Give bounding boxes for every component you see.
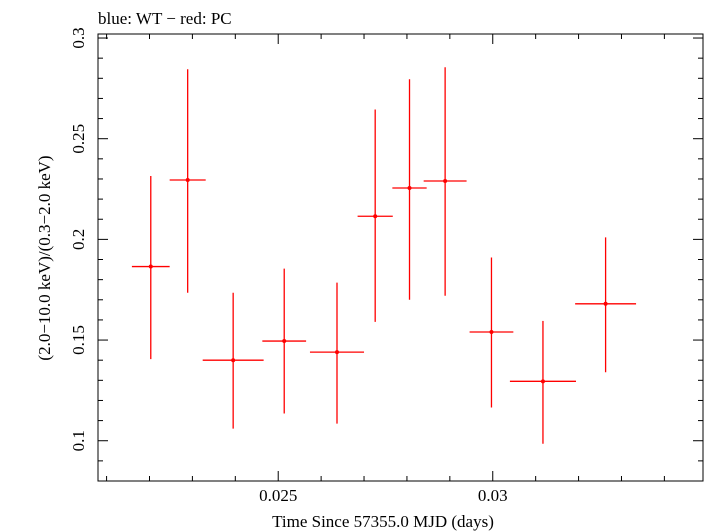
point-marker xyxy=(148,264,153,269)
data-point xyxy=(309,282,365,424)
point-marker xyxy=(489,330,494,334)
data-point xyxy=(423,67,467,296)
data-point xyxy=(392,79,427,300)
data-point xyxy=(575,237,637,373)
data-point xyxy=(262,268,307,414)
y-tick-label: 0.1 xyxy=(69,430,88,451)
point-marker xyxy=(603,301,608,306)
point-marker xyxy=(231,358,236,363)
point-marker xyxy=(407,186,412,191)
y-tick-label: 0.2 xyxy=(69,229,88,250)
point-marker xyxy=(185,177,190,182)
plot-frame xyxy=(97,33,704,482)
point-marker xyxy=(334,350,339,355)
axes: 0.025 0.03 0.1 0.15 0.2 0.25 0.3 xyxy=(69,27,703,505)
point-marker xyxy=(282,339,287,344)
point-marker xyxy=(443,178,448,183)
data-point xyxy=(169,69,206,293)
x-tick-label: 0.03 xyxy=(478,486,508,505)
data-point xyxy=(469,257,514,408)
point-marker xyxy=(540,379,545,384)
y-tick-label: 0.3 xyxy=(69,27,88,48)
point-marker xyxy=(373,214,378,219)
chart-title: blue: WT − red: PC xyxy=(98,9,232,28)
y-tick-label: 0.15 xyxy=(69,325,88,355)
data-point xyxy=(509,320,576,444)
y-tick-label: 0.25 xyxy=(69,124,88,154)
data-points xyxy=(131,67,637,444)
data-point xyxy=(357,109,393,322)
x-tick-label: 0.025 xyxy=(259,486,297,505)
x-axis-label: Time Since 57355.0 MJD (days) xyxy=(272,512,494,531)
data-point xyxy=(131,175,170,360)
y-axis-label: (2.0−10.0 keV)/(0.3−2.0 keV) xyxy=(35,155,54,360)
data-point xyxy=(202,292,264,429)
